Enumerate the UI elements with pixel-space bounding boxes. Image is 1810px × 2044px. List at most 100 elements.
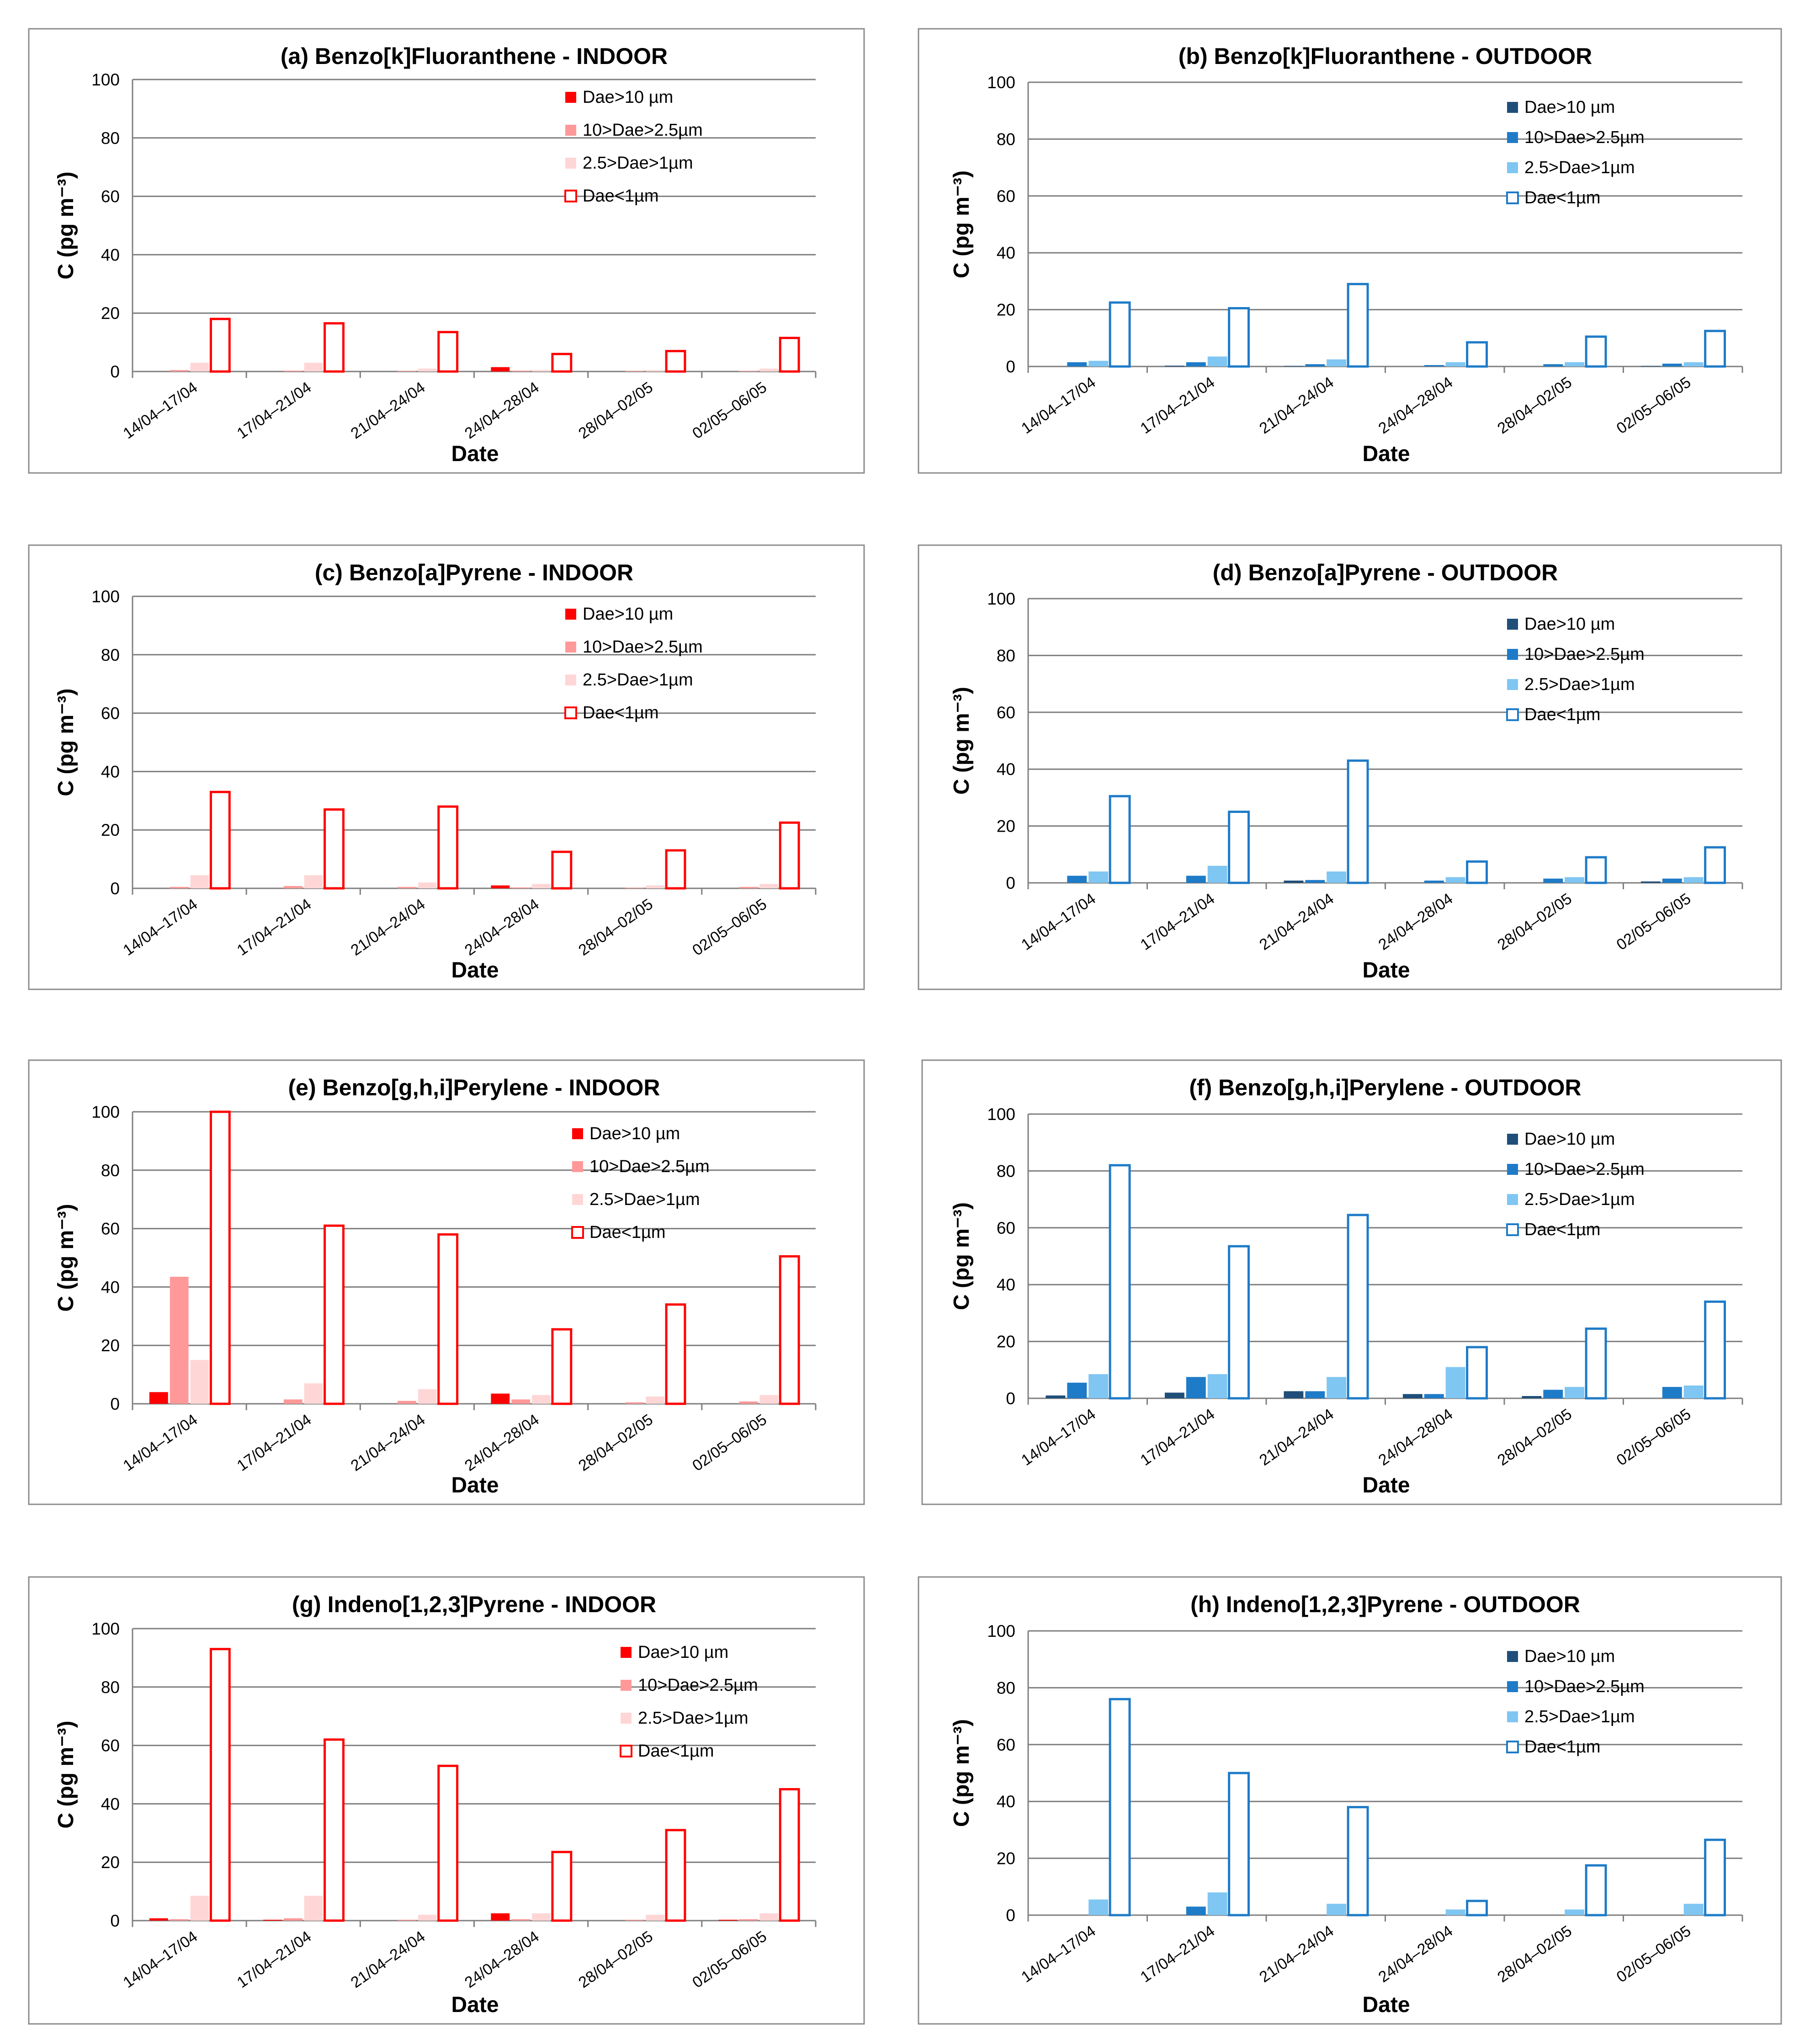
bar-f-s2-c1	[1207, 1374, 1227, 1398]
legend-label: Dae<1µm	[1524, 705, 1601, 724]
bar-g-s1-c4	[625, 1920, 644, 1921]
bar-e-s2-c4	[646, 1396, 665, 1404]
bar-c-s2-c2	[418, 882, 437, 888]
legend-label: Dae>10 µm	[1524, 615, 1615, 634]
legend-swatch	[565, 158, 576, 169]
bar-b-s1-c3	[1424, 365, 1444, 366]
y-axis-label: C (pg m⁻³)	[54, 689, 78, 796]
legend-swatch	[571, 1226, 584, 1239]
legend-label: Dae>10 µm	[583, 88, 673, 107]
y-tick-label: 60	[997, 1219, 1015, 1237]
bar-a-s1-c4	[625, 371, 644, 372]
bar-f-s2-c4	[1565, 1387, 1585, 1398]
bar-d-s3-c5	[1704, 846, 1726, 884]
legend-label: 10>Dae>2.5µm	[1524, 1160, 1645, 1179]
bar-c-s3-c4	[665, 849, 686, 890]
y-tick-label: 100	[91, 587, 120, 606]
bar-h-s2-c4	[1565, 1909, 1585, 1915]
legend-swatch	[1507, 1164, 1518, 1175]
legend-swatch	[572, 1161, 583, 1172]
legend-swatch	[564, 706, 577, 719]
bar-e-s1-c0	[170, 1277, 189, 1404]
legend-swatch	[1507, 649, 1518, 660]
bar-a-s2-c5	[759, 368, 779, 372]
legend-swatch	[565, 609, 576, 620]
legend-label: Dae<1µm	[1524, 1737, 1601, 1757]
bar-e-s1-c1	[283, 1399, 303, 1404]
bar-g-s1-c3	[511, 1919, 531, 1921]
bar-a-s3-c4	[665, 350, 686, 373]
bar-e-s2-c0	[190, 1360, 209, 1404]
bar-a-s1-c3	[511, 371, 531, 372]
bar-g-s0-c1	[263, 1920, 282, 1921]
legend-label: 2.5>Dae>1µm	[583, 670, 693, 690]
bar-d-s1-c2	[1305, 880, 1325, 883]
bar-e-s3-c4	[665, 1303, 686, 1405]
y-tick-label: 100	[91, 1103, 120, 1121]
y-tick-label: 100	[91, 70, 120, 89]
y-tick-label: 60	[101, 704, 120, 723]
legend-label: Dae>10 µm	[638, 1643, 728, 1662]
bar-g-s1-c1	[283, 1918, 303, 1921]
legend-label: Dae<1µm	[1524, 1220, 1601, 1239]
y-axis-label: C (pg m⁻³)	[950, 687, 974, 795]
bar-f-s0-c0	[1046, 1395, 1066, 1398]
bar-g-s1-c2	[398, 1920, 416, 1921]
bar-g-s3-c4	[665, 1829, 686, 1922]
legend-swatch	[620, 1745, 632, 1757]
legend-label: Dae>10 µm	[1524, 1647, 1615, 1666]
legend-label: 2.5>Dae>1µm	[638, 1709, 748, 1728]
bar-e-s3-c3	[551, 1328, 573, 1405]
y-tick-label: 20	[997, 817, 1015, 836]
x-axis-label: Date	[1362, 442, 1410, 466]
bar-h-s3-c2	[1347, 1806, 1369, 1917]
legend-label: 2.5>Dae>1µm	[1524, 1190, 1635, 1209]
bar-a-s1-c1	[283, 371, 303, 372]
bar-h-s2-c2	[1327, 1904, 1347, 1915]
panel-border	[918, 1576, 1782, 2025]
bar-d-s0-c5	[1640, 881, 1661, 883]
bar-c-s0-c3	[491, 885, 510, 888]
legend-swatch	[1506, 708, 1519, 721]
legend-label: 2.5>Dae>1µm	[589, 1190, 700, 1209]
chart-panel-f: (f) Benzo[g,h,i]Perylene - OUTDOOR 0 20 40 6…	[921, 1059, 1782, 1505]
y-axis-label: C (pg m⁻³)	[950, 170, 974, 278]
bar-d-s3-c4	[1585, 856, 1607, 884]
y-tick-label: 100	[91, 1619, 120, 1638]
y-tick-label: 40	[997, 760, 1015, 779]
bar-f-s3-c5	[1704, 1301, 1726, 1400]
legend-label: Dae>10 µm	[589, 1124, 680, 1143]
legend-swatch	[564, 190, 577, 202]
bar-g-s0-c3	[491, 1913, 510, 1921]
bar-f-s1-c0	[1067, 1382, 1087, 1398]
bar-b-s3-c4	[1585, 335, 1607, 368]
bar-b-s2-c5	[1683, 362, 1704, 366]
legend-label: 10>Dae>2.5µm	[1524, 128, 1645, 147]
bar-b-s1-c4	[1543, 364, 1563, 366]
legend-swatch	[565, 125, 576, 136]
legend-swatch	[565, 674, 576, 685]
bar-e-s0-c3	[491, 1393, 510, 1404]
y-axis-label: C (pg m⁻³)	[950, 1202, 974, 1310]
bar-f-s3-c2	[1347, 1214, 1369, 1400]
y-tick-label: 100	[987, 1622, 1015, 1641]
bar-g-s0-c5	[718, 1920, 738, 1921]
y-tick-label: 0	[1006, 357, 1015, 376]
bar-d-s2-c3	[1445, 877, 1465, 883]
y-tick-label: 60	[997, 1736, 1015, 1754]
bar-a-s0-c3	[491, 367, 510, 372]
legend-swatch	[1507, 1651, 1518, 1662]
y-tick-label: 80	[101, 646, 120, 664]
legend-label: Dae<1µm	[1524, 188, 1601, 207]
bar-e-s3-c5	[779, 1255, 800, 1405]
bar-a-s2-c0	[190, 362, 209, 372]
legend-label: Dae<1µm	[589, 1223, 666, 1242]
bar-a-s1-c5	[739, 371, 758, 372]
bar-f-s3-c1	[1228, 1245, 1250, 1400]
x-axis-label: Date	[451, 958, 499, 982]
bar-f-s1-c5	[1662, 1387, 1682, 1398]
y-tick-label: 40	[997, 244, 1015, 262]
bar-c-s1-c0	[170, 887, 189, 888]
bar-a-s3-c1	[324, 322, 345, 373]
bar-e-s2-c1	[304, 1383, 323, 1404]
